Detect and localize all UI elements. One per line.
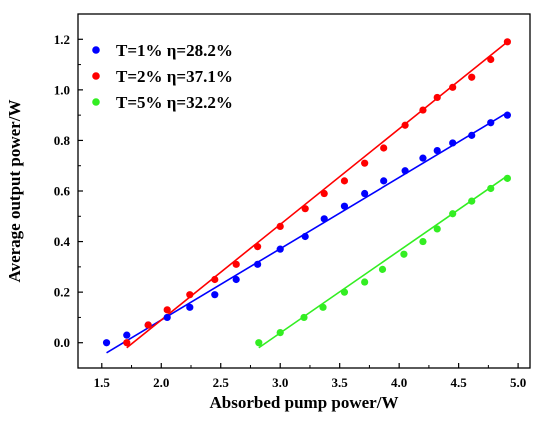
data-point (320, 189, 328, 198)
data-point (340, 288, 349, 296)
data-point (276, 329, 284, 337)
data-point (503, 174, 511, 182)
data-point (232, 275, 240, 284)
data-point (163, 313, 171, 322)
y-tick-label: 0.8 (54, 133, 71, 148)
x-tick-label: 3.0 (272, 375, 288, 390)
x-tick-label: 5.0 (510, 375, 526, 390)
legend-marker (92, 98, 100, 106)
data-point (276, 222, 284, 230)
data-point (186, 291, 194, 299)
data-point (301, 205, 309, 213)
data-point (163, 306, 171, 314)
data-points (102, 38, 511, 347)
data-point (254, 243, 262, 251)
y-tick-label: 0.0 (54, 335, 70, 350)
x-tick-label: 2.5 (213, 375, 230, 390)
data-point (419, 237, 427, 246)
data-point (340, 202, 349, 210)
data-point (433, 146, 441, 155)
x-tick-label: 1.5 (94, 375, 111, 390)
data-point (300, 313, 308, 322)
legend-label: T=1% η=28.2% (116, 41, 233, 60)
x-axis-title: Absorbed pump power/W (210, 393, 399, 412)
data-point (380, 144, 388, 152)
data-point (123, 331, 131, 339)
data-point (186, 303, 194, 311)
data-point (487, 184, 495, 193)
fit-lines (106, 41, 508, 354)
data-point (449, 83, 457, 91)
data-point (144, 321, 152, 329)
data-point (232, 260, 240, 268)
y-axis-title: Average output power/W (5, 100, 24, 283)
data-point (468, 131, 476, 139)
fit-line (258, 175, 508, 349)
data-point (449, 210, 457, 218)
data-point (319, 303, 327, 311)
legend-marker (92, 46, 100, 54)
data-point (361, 189, 369, 198)
legend-marker (92, 72, 100, 80)
x-tick-label: 4.5 (451, 375, 468, 390)
data-point (211, 275, 219, 284)
tick-labels: 1.5 2.0 2.5 3.0 3.5 4.0 4.5 5.0 0.0 0.2 0.4 0.6 0.8 1… (54, 32, 526, 390)
data-point (276, 245, 284, 253)
data-point (419, 154, 427, 162)
data-point (468, 73, 476, 81)
data-point (378, 265, 387, 273)
data-point (361, 159, 369, 167)
data-point (255, 339, 263, 347)
data-point (123, 339, 131, 347)
axis-ticks (78, 13, 519, 369)
data-point (433, 93, 441, 102)
data-point (401, 167, 409, 175)
legend-label: T=5% η=32.2% (116, 93, 233, 112)
y-tick-label: 0.4 (54, 234, 71, 249)
data-point (401, 121, 409, 129)
y-tick-label: 0.2 (54, 285, 70, 300)
data-point (320, 215, 328, 223)
data-point (433, 225, 441, 233)
data-point (361, 278, 369, 286)
data-point (340, 177, 349, 185)
y-tick-label: 1.2 (54, 32, 70, 47)
data-point (211, 291, 219, 299)
data-point (301, 232, 309, 241)
data-point (400, 250, 408, 258)
data-point (419, 106, 427, 114)
data-point (487, 119, 495, 127)
data-point (503, 111, 511, 119)
legend: T=1% η=28.2% T=2% η=37.1% T=5% η=32.2% (92, 41, 233, 112)
data-point (503, 38, 511, 46)
data-point (254, 260, 262, 268)
x-tick-label: 4.0 (391, 375, 407, 390)
x-tick-label: 2.0 (153, 375, 169, 390)
data-point (487, 55, 495, 64)
fit-line (106, 111, 508, 354)
data-point (380, 177, 388, 185)
x-tick-label: 3.5 (332, 375, 349, 390)
y-tick-label: 1.0 (54, 82, 70, 97)
y-tick-label: 0.6 (54, 184, 71, 199)
data-point (468, 197, 476, 205)
legend-label: T=2% η=37.1% (116, 67, 233, 86)
data-point (102, 339, 111, 347)
data-point (449, 139, 457, 147)
